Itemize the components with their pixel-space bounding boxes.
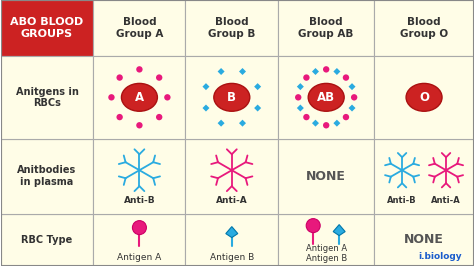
- Bar: [374, 139, 474, 214]
- Text: Blood
Group A: Blood Group A: [116, 17, 163, 39]
- Circle shape: [306, 219, 320, 232]
- Bar: [374, 0, 474, 56]
- Text: Antigen A
Antigen B: Antigen A Antigen B: [306, 244, 347, 263]
- Text: O: O: [419, 91, 429, 104]
- Circle shape: [156, 114, 163, 120]
- Polygon shape: [202, 105, 210, 111]
- Bar: [0, 139, 93, 214]
- Ellipse shape: [406, 84, 442, 111]
- Circle shape: [164, 94, 171, 101]
- Circle shape: [156, 74, 163, 81]
- Circle shape: [295, 94, 301, 101]
- Bar: [278, 0, 374, 56]
- Bar: [0, 214, 93, 265]
- Bar: [278, 56, 374, 139]
- Bar: [185, 0, 278, 56]
- Text: Anti-A: Anti-A: [431, 196, 461, 205]
- Circle shape: [351, 94, 357, 101]
- Ellipse shape: [214, 84, 250, 111]
- Circle shape: [136, 122, 143, 128]
- Polygon shape: [297, 105, 304, 111]
- Polygon shape: [312, 68, 319, 75]
- Polygon shape: [218, 120, 225, 127]
- Text: AB: AB: [317, 91, 335, 104]
- Polygon shape: [226, 227, 238, 238]
- Polygon shape: [348, 83, 356, 90]
- Circle shape: [136, 66, 143, 73]
- Bar: [278, 139, 374, 214]
- Polygon shape: [202, 83, 210, 90]
- Bar: [93, 56, 185, 139]
- Polygon shape: [254, 83, 261, 90]
- Polygon shape: [348, 105, 356, 111]
- Circle shape: [323, 66, 329, 73]
- Text: Blood
Group O: Blood Group O: [400, 17, 448, 39]
- Bar: [185, 56, 278, 139]
- Bar: [278, 214, 374, 265]
- Circle shape: [303, 114, 310, 120]
- Text: Anti-A: Anti-A: [216, 196, 248, 205]
- Circle shape: [117, 114, 123, 120]
- Circle shape: [132, 221, 146, 235]
- Text: i.biology: i.biology: [418, 252, 462, 261]
- Circle shape: [117, 74, 123, 81]
- Polygon shape: [333, 225, 345, 236]
- Text: Blood
Group B: Blood Group B: [208, 17, 255, 39]
- Bar: [374, 56, 474, 139]
- Ellipse shape: [121, 84, 157, 111]
- Bar: [185, 214, 278, 265]
- Bar: [374, 214, 474, 265]
- Circle shape: [303, 74, 310, 81]
- Text: B: B: [228, 91, 237, 104]
- Text: Anitbodies
in plasma: Anitbodies in plasma: [18, 165, 77, 187]
- Bar: [93, 139, 185, 214]
- Text: Antigen B: Antigen B: [210, 253, 254, 262]
- Text: Blood
Group AB: Blood Group AB: [299, 17, 354, 39]
- Bar: [0, 0, 93, 56]
- Polygon shape: [239, 68, 246, 75]
- Circle shape: [323, 122, 329, 128]
- Text: Anti-B: Anti-B: [124, 196, 155, 205]
- Text: A: A: [135, 91, 144, 104]
- Text: NONE: NONE: [306, 170, 346, 183]
- Ellipse shape: [308, 84, 344, 111]
- Bar: [93, 0, 185, 56]
- Bar: [0, 56, 93, 139]
- Polygon shape: [239, 120, 246, 127]
- Text: Anitgens in
RBCs: Anitgens in RBCs: [16, 86, 79, 108]
- Circle shape: [108, 94, 115, 101]
- Text: Antigen A: Antigen A: [117, 253, 162, 262]
- Text: Anti-B: Anti-B: [387, 196, 417, 205]
- Polygon shape: [333, 120, 340, 127]
- Circle shape: [343, 74, 349, 81]
- Polygon shape: [254, 105, 261, 111]
- Text: RBC Type: RBC Type: [21, 235, 73, 244]
- Polygon shape: [333, 68, 340, 75]
- Polygon shape: [297, 83, 304, 90]
- Text: ABO BLOOD
GROUPS: ABO BLOOD GROUPS: [10, 17, 83, 39]
- Bar: [93, 214, 185, 265]
- Bar: [185, 139, 278, 214]
- Polygon shape: [218, 68, 225, 75]
- Text: NONE: NONE: [404, 233, 444, 246]
- Circle shape: [343, 114, 349, 120]
- Polygon shape: [312, 120, 319, 127]
